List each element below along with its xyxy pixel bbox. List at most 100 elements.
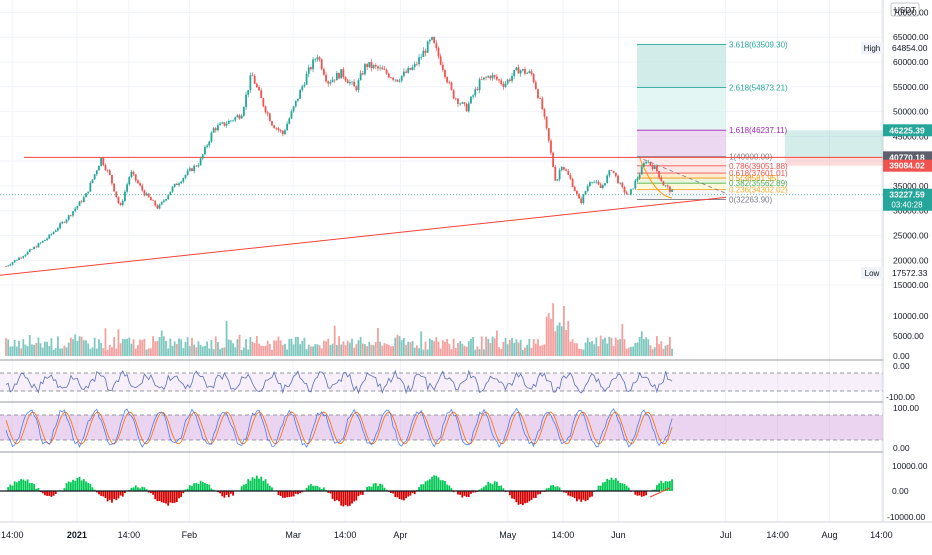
long-position-stop [785, 157, 883, 165]
volume-bar [267, 341, 269, 356]
volume-bar [63, 346, 65, 356]
oscillator-bar [509, 491, 511, 495]
stoch-tick-label: 100.00 [893, 403, 919, 413]
candle-body [461, 102, 463, 103]
candle-body [273, 125, 275, 128]
fib-level-label: 2.618(54873.21) [729, 83, 788, 92]
time-tick-label: Apr [393, 530, 407, 540]
volume-bar [518, 343, 520, 356]
price-badge-text: 33227.59 [889, 190, 925, 200]
volume-bar [507, 344, 509, 356]
oscillator-bar [422, 484, 424, 491]
volume-bar [481, 336, 483, 356]
candle-body [360, 73, 362, 80]
candle-body [124, 192, 126, 201]
volume-bar [241, 350, 243, 356]
price-badge-text: 46225.39 [889, 125, 925, 135]
volume-bar [565, 330, 567, 356]
volume-bar [215, 336, 217, 356]
candle-body [351, 82, 353, 83]
candle-body [202, 154, 204, 158]
volume-bar [163, 336, 165, 356]
candle-body [20, 258, 22, 259]
volume-bar [490, 343, 492, 356]
oscillator-bar [643, 491, 645, 496]
fib-level-label: 1.618(46237.11) [729, 126, 787, 135]
volume-bar [487, 339, 489, 356]
candle-body [79, 201, 81, 205]
candle-body [31, 249, 33, 250]
candle-body [301, 86, 303, 90]
oscillator-bar [576, 491, 578, 501]
oscillator-bar [492, 484, 494, 491]
candle-body [377, 66, 379, 68]
volume-bar [258, 344, 260, 356]
volume-bar [375, 342, 377, 356]
volume-bar [131, 344, 133, 356]
fibonacci-extension[interactable]: 3.618(63509.30)2.618(54873.21)1.618(4623… [637, 41, 883, 205]
oscillator-bar [256, 476, 258, 491]
candle-body [167, 195, 169, 199]
volume-bar [325, 341, 327, 356]
candle-body [38, 243, 40, 247]
oscillator-bar [254, 479, 256, 491]
volume-bar [308, 345, 310, 356]
candle-body [297, 99, 299, 101]
long-position-target [785, 130, 883, 157]
stochastic-indicator [0, 408, 883, 447]
oscillator-bar [461, 491, 463, 498]
candle-body [144, 190, 146, 195]
volume-bar [327, 339, 329, 356]
oscillator-bar [53, 491, 55, 496]
candle-body [245, 95, 247, 107]
candle-body [455, 98, 457, 99]
volume-bar [451, 349, 453, 356]
volume-bar [572, 339, 574, 356]
candle-body [650, 162, 652, 165]
candle-body [169, 192, 171, 195]
volume-bar [217, 342, 219, 356]
momentum-oscillator [0, 475, 673, 506]
volume-bar [526, 345, 528, 356]
candle-body [613, 171, 615, 173]
oscillator-bar [342, 491, 344, 506]
volume-bar [334, 326, 336, 356]
candle-body [18, 258, 20, 260]
candle-body [628, 194, 630, 195]
volume-bar [567, 321, 569, 356]
volume-bar [442, 340, 444, 356]
candle-body [122, 201, 124, 205]
candle-body [226, 124, 228, 126]
volume-bar [31, 344, 33, 356]
volume-bar [122, 339, 124, 356]
candle-body [492, 75, 494, 78]
volume-bar [351, 339, 353, 356]
oscillator-bar [528, 491, 530, 501]
oscillator-bar [308, 485, 310, 491]
candle-body [286, 124, 288, 130]
candle-body [5, 266, 7, 267]
volume-bar [102, 348, 104, 356]
candle-body [22, 256, 24, 258]
volume-bar [100, 343, 102, 356]
volume-bar [232, 343, 234, 356]
oscillator-bar [232, 491, 234, 496]
volume-bar [598, 346, 600, 356]
oscillator-bar [111, 491, 113, 503]
candle-body [332, 80, 334, 83]
volume-bar [135, 349, 137, 356]
candle-body [200, 158, 202, 165]
volume-bar [107, 350, 109, 356]
volume-bar [524, 348, 526, 356]
volume-bar [87, 343, 89, 356]
oscillator-bar [161, 491, 163, 502]
candle-body [325, 75, 327, 81]
oscillator-bar [613, 480, 615, 491]
volume-bar [286, 350, 288, 356]
oscillator-bar [204, 483, 206, 491]
candle-body [446, 77, 448, 82]
oscillator-bar [468, 491, 470, 497]
